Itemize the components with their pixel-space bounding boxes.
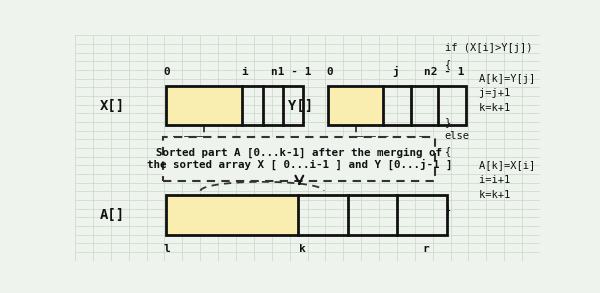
- Text: n1 - 1: n1 - 1: [271, 67, 311, 77]
- Bar: [328, 86, 383, 125]
- Text: Sorted part A [0...k-1] after the merging of: Sorted part A [0...k-1] after the mergin…: [157, 148, 442, 158]
- Text: 0: 0: [163, 67, 170, 77]
- Text: l: l: [163, 244, 170, 254]
- Text: r: r: [422, 244, 430, 254]
- Text: the sorted array X [ 0...i-1 ] and Y [0...j-1 ]: the sorted array X [ 0...i-1 ] and Y [0.…: [146, 159, 452, 170]
- Text: }: }: [445, 205, 451, 214]
- Text: X[]: X[]: [100, 99, 125, 113]
- Text: n2 - 1: n2 - 1: [424, 67, 465, 77]
- Text: A[]: A[]: [100, 208, 125, 222]
- Text: k=k+1: k=k+1: [454, 190, 510, 200]
- Bar: [163, 137, 436, 181]
- Text: k: k: [299, 244, 305, 254]
- Text: k=k+1: k=k+1: [454, 103, 510, 113]
- Text: j: j: [392, 66, 399, 77]
- Text: 0: 0: [326, 67, 333, 77]
- Text: {: {: [445, 59, 451, 69]
- Bar: [166, 86, 303, 125]
- Bar: [166, 195, 447, 235]
- Bar: [166, 86, 242, 125]
- Text: A[k]=Y[j]: A[k]=Y[j]: [454, 74, 535, 84]
- Text: Y[]: Y[]: [288, 99, 313, 113]
- Bar: [328, 86, 466, 125]
- Text: i: i: [241, 67, 248, 77]
- Text: }: }: [445, 117, 451, 127]
- Bar: [166, 195, 298, 235]
- Text: {: {: [445, 146, 451, 156]
- Text: A[k]=X[i]: A[k]=X[i]: [454, 160, 535, 170]
- Text: else: else: [445, 131, 470, 141]
- Text: j=j+1: j=j+1: [454, 88, 510, 98]
- Text: i=i+1: i=i+1: [454, 175, 510, 185]
- Text: if (X[i]>Y[j]): if (X[i]>Y[j]): [445, 43, 532, 53]
